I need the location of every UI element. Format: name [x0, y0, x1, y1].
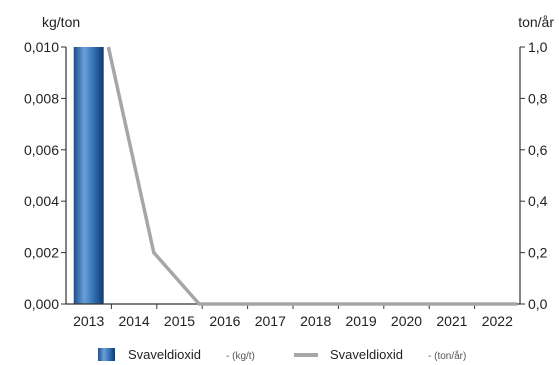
x-tick-label: 2018 [300, 313, 331, 329]
right-tick-label: 0,8 [528, 90, 548, 106]
left-tick-label: 0,008 [24, 90, 59, 106]
x-tick-label: 2019 [346, 313, 377, 329]
series-line [106, 46, 517, 306]
legend: Svaveldioxid - (kg/t) Svaveldioxid - (to… [98, 347, 466, 362]
x-axis-ticks: 2013 2014 2015 2016 2017 2018 2019 2020 2021 2022 [73, 313, 513, 329]
right-axis-ticks: 0,0 0,2 0,4 0,6 0,8 1,0 [528, 39, 548, 312]
left-tick-label: 0,006 [24, 142, 59, 158]
legend-line-label: Svaveldioxid [330, 347, 403, 362]
bar-series [73, 47, 104, 304]
x-tick-label: 2015 [164, 313, 195, 329]
legend-bar-label: Svaveldioxid [128, 347, 201, 362]
right-tick-label: 0,6 [528, 142, 548, 158]
x-tick-label: 2020 [391, 313, 422, 329]
axes [61, 46, 525, 309]
legend-bar-swatch [98, 348, 115, 361]
left-tick-label: 0,002 [24, 245, 59, 261]
right-tick-label: 1,0 [528, 39, 548, 55]
x-tick-label: 2013 [73, 313, 104, 329]
right-tick-label: 0,0 [528, 296, 548, 312]
left-axis-ticks: 0,000 0,002 0,004 0,006 0,008 0,010 [24, 39, 59, 312]
bar [73, 47, 104, 304]
left-tick-label: 0,004 [24, 193, 59, 209]
x-tick-label: 2017 [255, 313, 286, 329]
legend-line-unit: - (ton/år) [428, 350, 466, 362]
left-tick-label: 0,010 [24, 39, 59, 55]
right-tick-label: 0,4 [528, 193, 548, 209]
right-tick-label: 0,2 [528, 245, 548, 261]
x-tick-label: 2014 [119, 313, 150, 329]
left-tick-label: 0,000 [24, 296, 59, 312]
right-axis-unit-label: ton/år [518, 14, 554, 30]
x-tick-label: 2016 [209, 313, 240, 329]
x-tick-label: 2022 [482, 313, 513, 329]
x-tick-label: 2021 [436, 313, 467, 329]
left-axis-unit-label: kg/ton [42, 14, 80, 30]
legend-bar-unit: - (kg/t) [226, 351, 255, 362]
line-series [106, 46, 517, 306]
